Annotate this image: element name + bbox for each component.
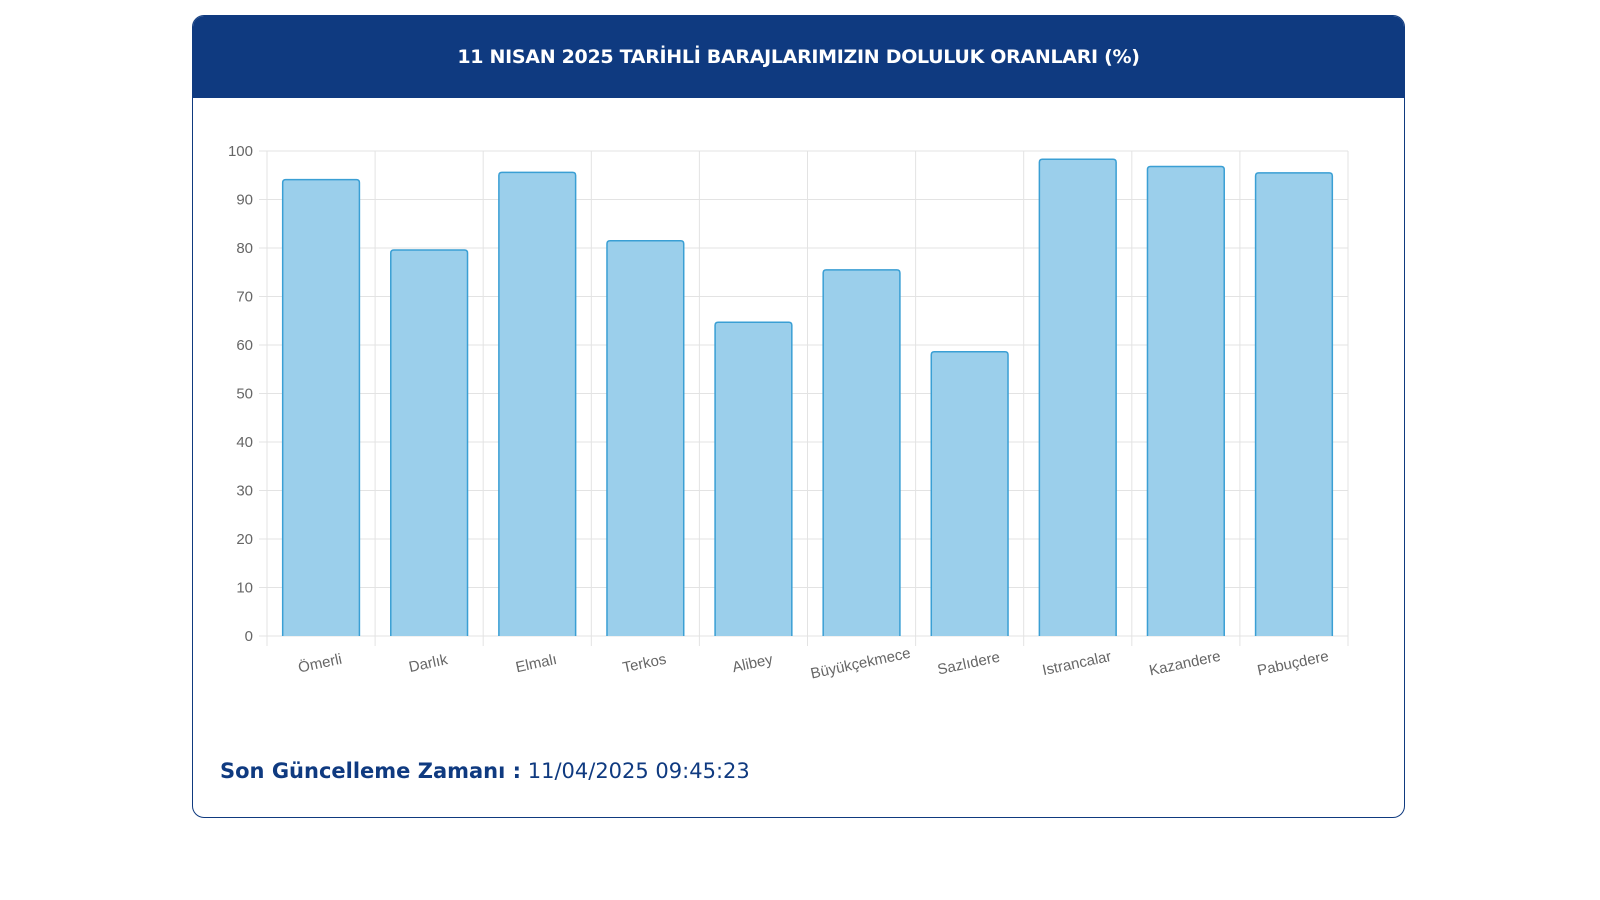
x-tick-label: Pabuçdere — [1256, 648, 1331, 680]
bar — [606, 239, 685, 636]
x-tick-label: Istrancalar — [1041, 648, 1113, 679]
chart-area: 0 10 20 30 40 50 60 70 80 90 100 Ömerli Darlık Elmalı… — [193, 98, 1403, 738]
bar — [930, 351, 1009, 636]
y-tick-label: 50 — [236, 386, 253, 403]
y-tick-label: 90 — [236, 192, 253, 209]
last-update: Son Güncelleme Zamanı : 11/04/2025 09:45… — [220, 759, 750, 783]
x-tick-label: Alibey — [731, 651, 775, 676]
chart-card: 11 NISAN 2025 TARİHLİ BARAJLARIMIZIN DOL… — [192, 15, 1405, 818]
y-tick-label: 70 — [236, 289, 253, 306]
bar-chart: 0 10 20 30 40 50 60 70 80 90 100 Ömerli Darlık Elmalı… — [228, 143, 1349, 683]
y-tick-label: 10 — [236, 580, 253, 597]
y-tick-label: 100 — [228, 143, 253, 160]
bar — [822, 269, 901, 636]
y-tick-label: 40 — [236, 434, 253, 451]
x-tick-label: Büyükçekmece — [809, 645, 912, 683]
chart-title: 11 NISAN 2025 TARİHLİ BARAJLARIMIZIN DOL… — [457, 46, 1140, 68]
x-tick-label: Sazlıdere — [936, 649, 1002, 679]
x-tick-label: Darlık — [407, 651, 449, 676]
x-tick-label: Kazandere — [1148, 648, 1223, 680]
x-tick-label: Elmalı — [514, 651, 558, 676]
bar — [1254, 172, 1334, 636]
y-tick-label: 30 — [236, 483, 253, 500]
bar — [390, 249, 469, 636]
x-tick-label: Terkos — [621, 651, 668, 677]
last-update-label: Son Güncelleme Zamanı : — [220, 759, 522, 783]
y-tick-label: 0 — [245, 628, 253, 645]
x-tick-label: Ömerli — [297, 650, 344, 677]
bar — [1038, 158, 1117, 636]
bar — [714, 321, 793, 636]
y-tick-label: 60 — [236, 337, 253, 354]
y-tick-label: 80 — [236, 240, 253, 257]
bar — [498, 171, 577, 636]
bar — [1146, 165, 1225, 636]
card-header: 11 NISAN 2025 TARİHLİ BARAJLARIMIZIN DOL… — [193, 16, 1404, 98]
last-update-value: 11/04/2025 09:45:23 — [527, 759, 750, 783]
y-tick-label: 20 — [236, 531, 253, 548]
bar — [281, 178, 361, 636]
